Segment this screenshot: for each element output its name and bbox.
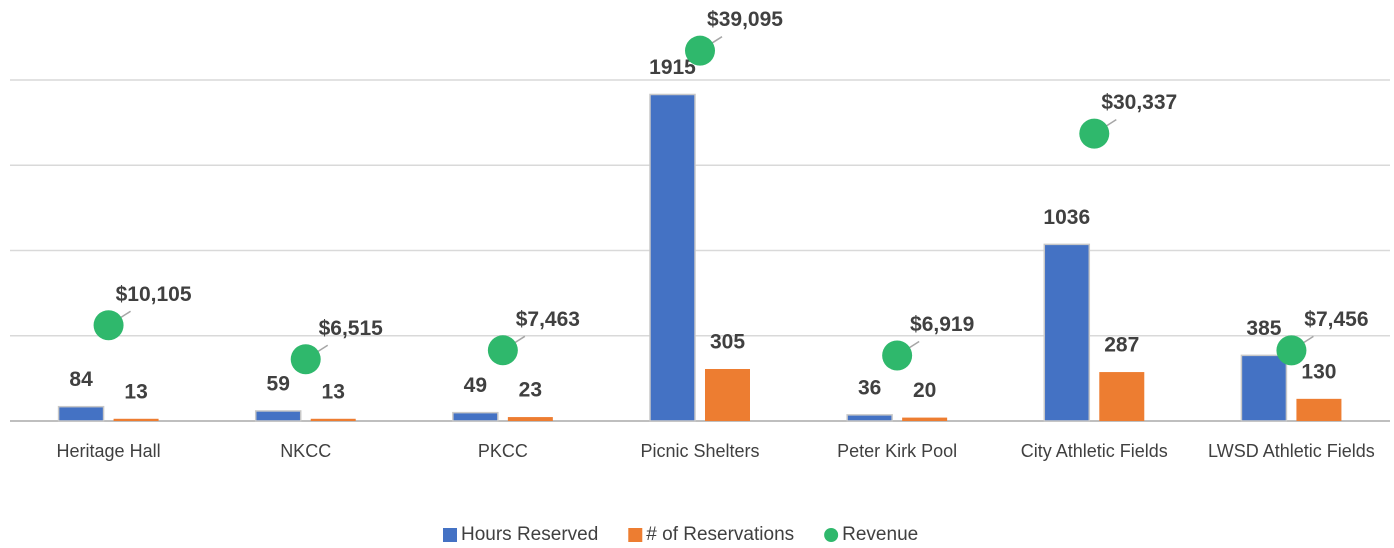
x-tick-label: PKCC	[477, 441, 528, 461]
legend-label: Revenue	[842, 524, 918, 545]
data-label: 84	[69, 368, 93, 391]
dot	[93, 310, 124, 341]
bar	[507, 417, 553, 421]
x-tick-label: NKCC	[280, 441, 332, 461]
data-label: 1915	[649, 56, 696, 79]
bar	[649, 93, 696, 422]
data-label: $6,919	[910, 313, 974, 336]
x-tick-label: Heritage Hall	[56, 441, 161, 461]
legend-marker	[824, 528, 839, 542]
data-label: 49	[464, 374, 487, 397]
bar	[113, 418, 159, 421]
dot	[882, 340, 913, 371]
data-label: $7,463	[516, 308, 580, 331]
data-label: 13	[322, 380, 345, 403]
bar	[1043, 243, 1091, 422]
dot	[1276, 335, 1307, 366]
bar	[1240, 354, 1288, 422]
x-tick-label: Picnic Shelters	[640, 441, 760, 461]
bar	[902, 417, 948, 421]
data-label: $7,456	[1304, 308, 1368, 331]
data-label: $39,095	[707, 8, 783, 31]
x-tick-label: Peter Kirk Pool	[837, 441, 958, 461]
data-label: $30,337	[1101, 91, 1177, 114]
x-tick-label: LWSD Athletic Fields	[1208, 441, 1375, 461]
bar	[1296, 398, 1342, 421]
data-label: 23	[519, 379, 542, 402]
data-label: 20	[913, 379, 936, 402]
data-label: 13	[124, 380, 147, 403]
bar	[452, 411, 499, 422]
legend-marker	[443, 528, 457, 542]
data-label: 59	[267, 372, 290, 395]
data-label: 1036	[1043, 206, 1090, 229]
legend-marker	[628, 528, 643, 542]
legend-label: Hours Reserved	[461, 524, 598, 545]
dot	[685, 35, 715, 66]
dot	[487, 335, 518, 366]
bar	[846, 414, 893, 422]
bar	[705, 368, 750, 421]
data-label: 385	[1246, 317, 1281, 340]
bar	[57, 405, 105, 422]
data-label: 130	[1301, 360, 1336, 383]
data-label: $6,515	[319, 317, 384, 340]
bar	[254, 410, 302, 422]
data-label: 305	[710, 331, 745, 354]
dot	[290, 344, 321, 375]
dot	[1079, 118, 1110, 149]
bar	[310, 418, 356, 421]
bar	[1099, 372, 1145, 421]
legend-label: # of Reservations	[646, 524, 794, 545]
data-label: 36	[858, 376, 881, 399]
x-tick-label: City Athletic Fields	[1020, 441, 1168, 461]
data-label: 287	[1104, 334, 1139, 357]
data-label: $10,105	[116, 283, 192, 306]
